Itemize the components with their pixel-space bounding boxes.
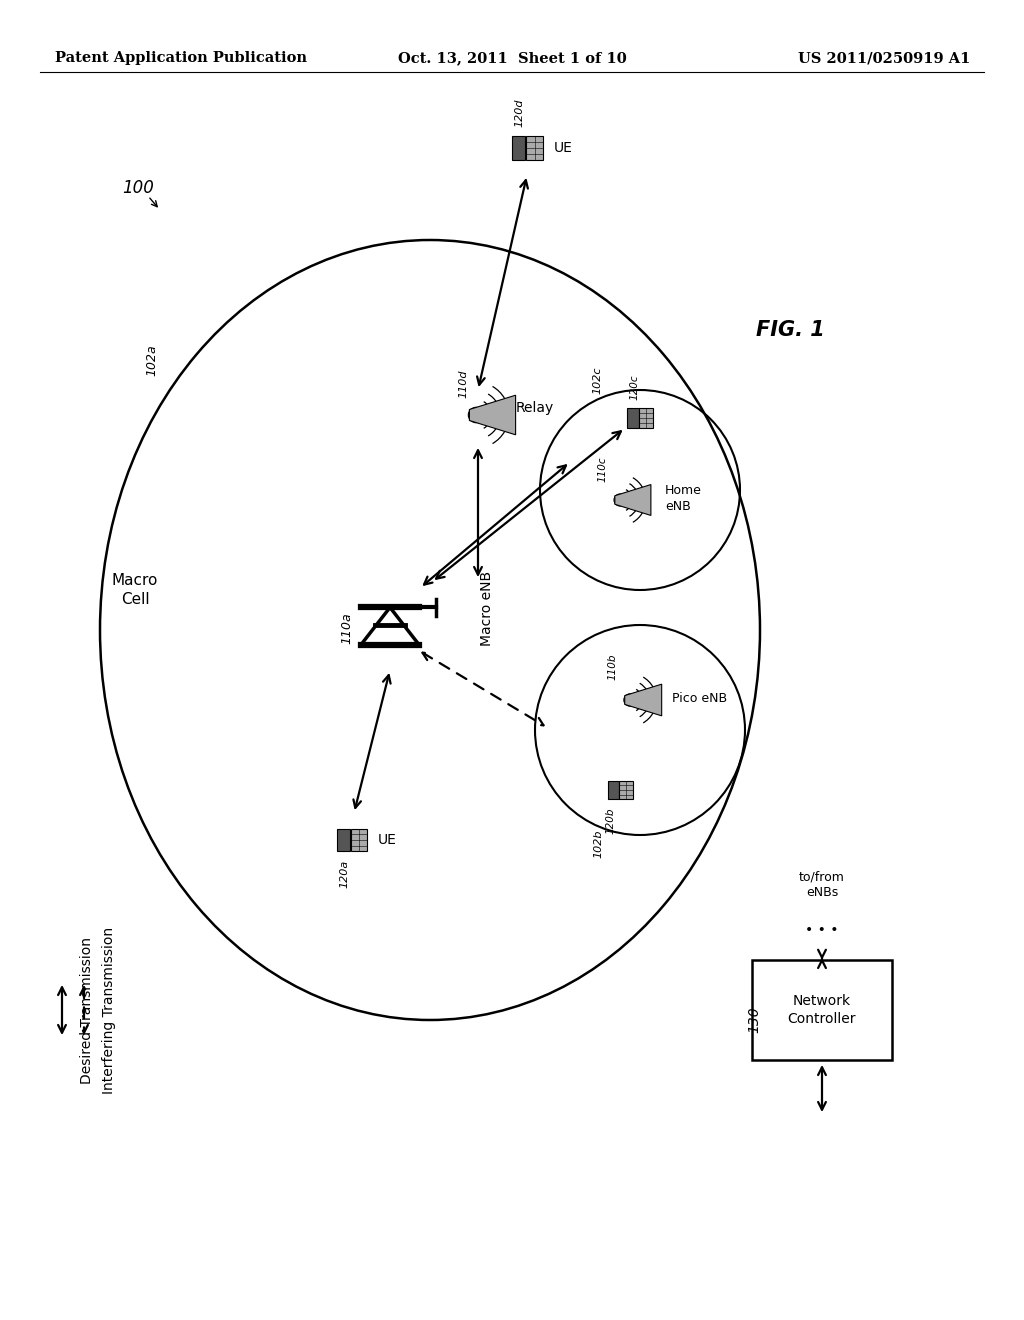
Text: 102a: 102a (145, 345, 159, 376)
Text: 102b: 102b (593, 830, 603, 858)
Circle shape (468, 408, 483, 422)
Text: US 2011/0250919 A1: US 2011/0250919 A1 (798, 51, 970, 65)
Text: 120a: 120a (339, 861, 349, 888)
Text: • • •: • • • (805, 923, 839, 937)
Polygon shape (625, 684, 662, 715)
Text: 110b: 110b (608, 653, 618, 680)
Bar (620, 780, 633, 800)
Text: UE: UE (554, 141, 572, 154)
Text: Desired Transmission: Desired Transmission (80, 936, 94, 1084)
Bar (338, 829, 350, 851)
Polygon shape (469, 395, 516, 434)
Bar (752, 960, 892, 1060)
Text: Home
eNB: Home eNB (665, 483, 701, 512)
Circle shape (614, 494, 626, 506)
Bar (526, 136, 544, 160)
Text: 100: 100 (122, 180, 154, 197)
Text: Macro eNB: Macro eNB (480, 570, 494, 645)
Text: 102c: 102c (592, 367, 602, 393)
Text: Network
Controller: Network Controller (787, 994, 856, 1026)
Text: 120d: 120d (514, 99, 524, 127)
Bar (351, 829, 368, 851)
Text: Relay: Relay (516, 401, 554, 414)
Text: 120c: 120c (630, 375, 640, 400)
Text: 110c: 110c (598, 457, 608, 482)
Text: UE: UE (378, 833, 397, 847)
Text: 110d: 110d (458, 370, 468, 399)
Circle shape (624, 694, 636, 706)
Bar (512, 136, 525, 160)
Text: Pico eNB: Pico eNB (672, 692, 727, 705)
Text: Macro
Cell: Macro Cell (112, 573, 158, 607)
Text: 120b: 120b (605, 808, 615, 834)
Text: 110a: 110a (340, 612, 353, 644)
Bar (628, 408, 639, 428)
Text: FIG. 1: FIG. 1 (756, 319, 824, 341)
Text: Patent Application Publication: Patent Application Publication (55, 51, 307, 65)
Text: Oct. 13, 2011  Sheet 1 of 10: Oct. 13, 2011 Sheet 1 of 10 (397, 51, 627, 65)
Text: Interfering Transmission: Interfering Transmission (102, 927, 116, 1093)
Text: to/from
eNBs: to/from eNBs (799, 870, 845, 899)
Text: 130: 130 (746, 1007, 761, 1034)
Polygon shape (614, 484, 651, 515)
Bar (639, 408, 653, 428)
Bar (608, 780, 618, 800)
